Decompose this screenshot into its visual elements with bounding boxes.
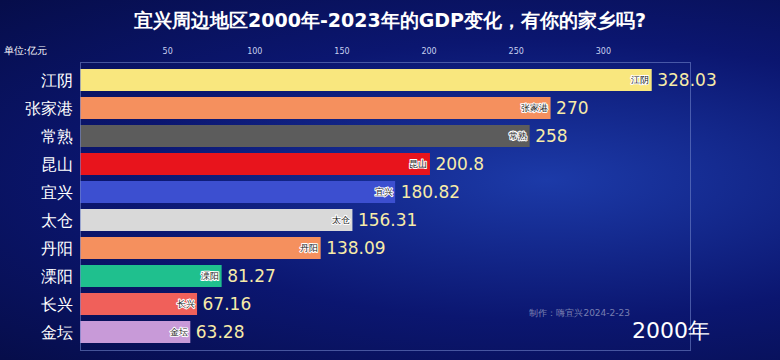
svg-text:昆山: 昆山 [409, 159, 427, 169]
svg-text:100: 100 [247, 47, 262, 56]
svg-text:溧阳: 溧阳 [41, 267, 73, 286]
svg-text:50: 50 [163, 47, 173, 56]
svg-text:328.03: 328.03 [657, 70, 716, 90]
svg-text:67.16: 67.16 [203, 294, 252, 314]
svg-text:250: 250 [509, 47, 524, 56]
svg-text:180.82: 180.82 [401, 182, 460, 202]
svg-text:200: 200 [421, 47, 436, 56]
svg-text:常熟: 常熟 [41, 127, 73, 146]
svg-text:150: 150 [334, 47, 349, 56]
svg-text:金坛: 金坛 [170, 327, 188, 337]
svg-text:丹阳: 丹阳 [300, 243, 318, 253]
svg-text:200.8: 200.8 [435, 154, 484, 174]
svg-text:溧阳: 溧阳 [201, 271, 219, 281]
svg-text:156.31: 156.31 [358, 210, 417, 230]
svg-text:江阴: 江阴 [41, 71, 73, 90]
svg-text:丹阳: 丹阳 [41, 239, 73, 258]
svg-text:63.28: 63.28 [196, 322, 245, 342]
svg-text:270: 270 [556, 98, 588, 118]
svg-text:138.09: 138.09 [326, 238, 385, 258]
svg-text:张家港: 张家港 [521, 103, 548, 113]
svg-text:258: 258 [535, 126, 567, 146]
html-text:制作：嗨宜兴2024-2-23: 制作：嗨宜兴2024-2-23 [529, 308, 630, 318]
svg-text:昆山: 昆山 [41, 155, 73, 174]
svg-text:长兴: 长兴 [177, 299, 195, 309]
svg-text:宜兴: 宜兴 [375, 187, 393, 197]
svg-text:宜兴: 宜兴 [41, 183, 73, 202]
svg-text:单位:亿元: 单位:亿元 [4, 45, 47, 56]
svg-text:长兴: 长兴 [41, 295, 73, 314]
svg-text:300: 300 [596, 47, 611, 56]
html-text:2000年: 2000年 [632, 318, 710, 343]
svg-text:金坛: 金坛 [41, 323, 73, 342]
svg-text:81.27: 81.27 [227, 266, 276, 286]
svg-text:江阴: 江阴 [631, 75, 649, 85]
svg-text:太仓: 太仓 [41, 211, 73, 230]
svg-text:张家港: 张家港 [25, 99, 73, 118]
svg-text:太仓: 太仓 [332, 215, 350, 225]
html-text:宜兴周边地区2000年-2023年的GDP变化，有你的家乡吗: 宜兴周边地区2000年-2023年的GDP变化，有你的家乡吗? [134, 9, 646, 31]
svg-text:常熟: 常熟 [509, 131, 527, 141]
